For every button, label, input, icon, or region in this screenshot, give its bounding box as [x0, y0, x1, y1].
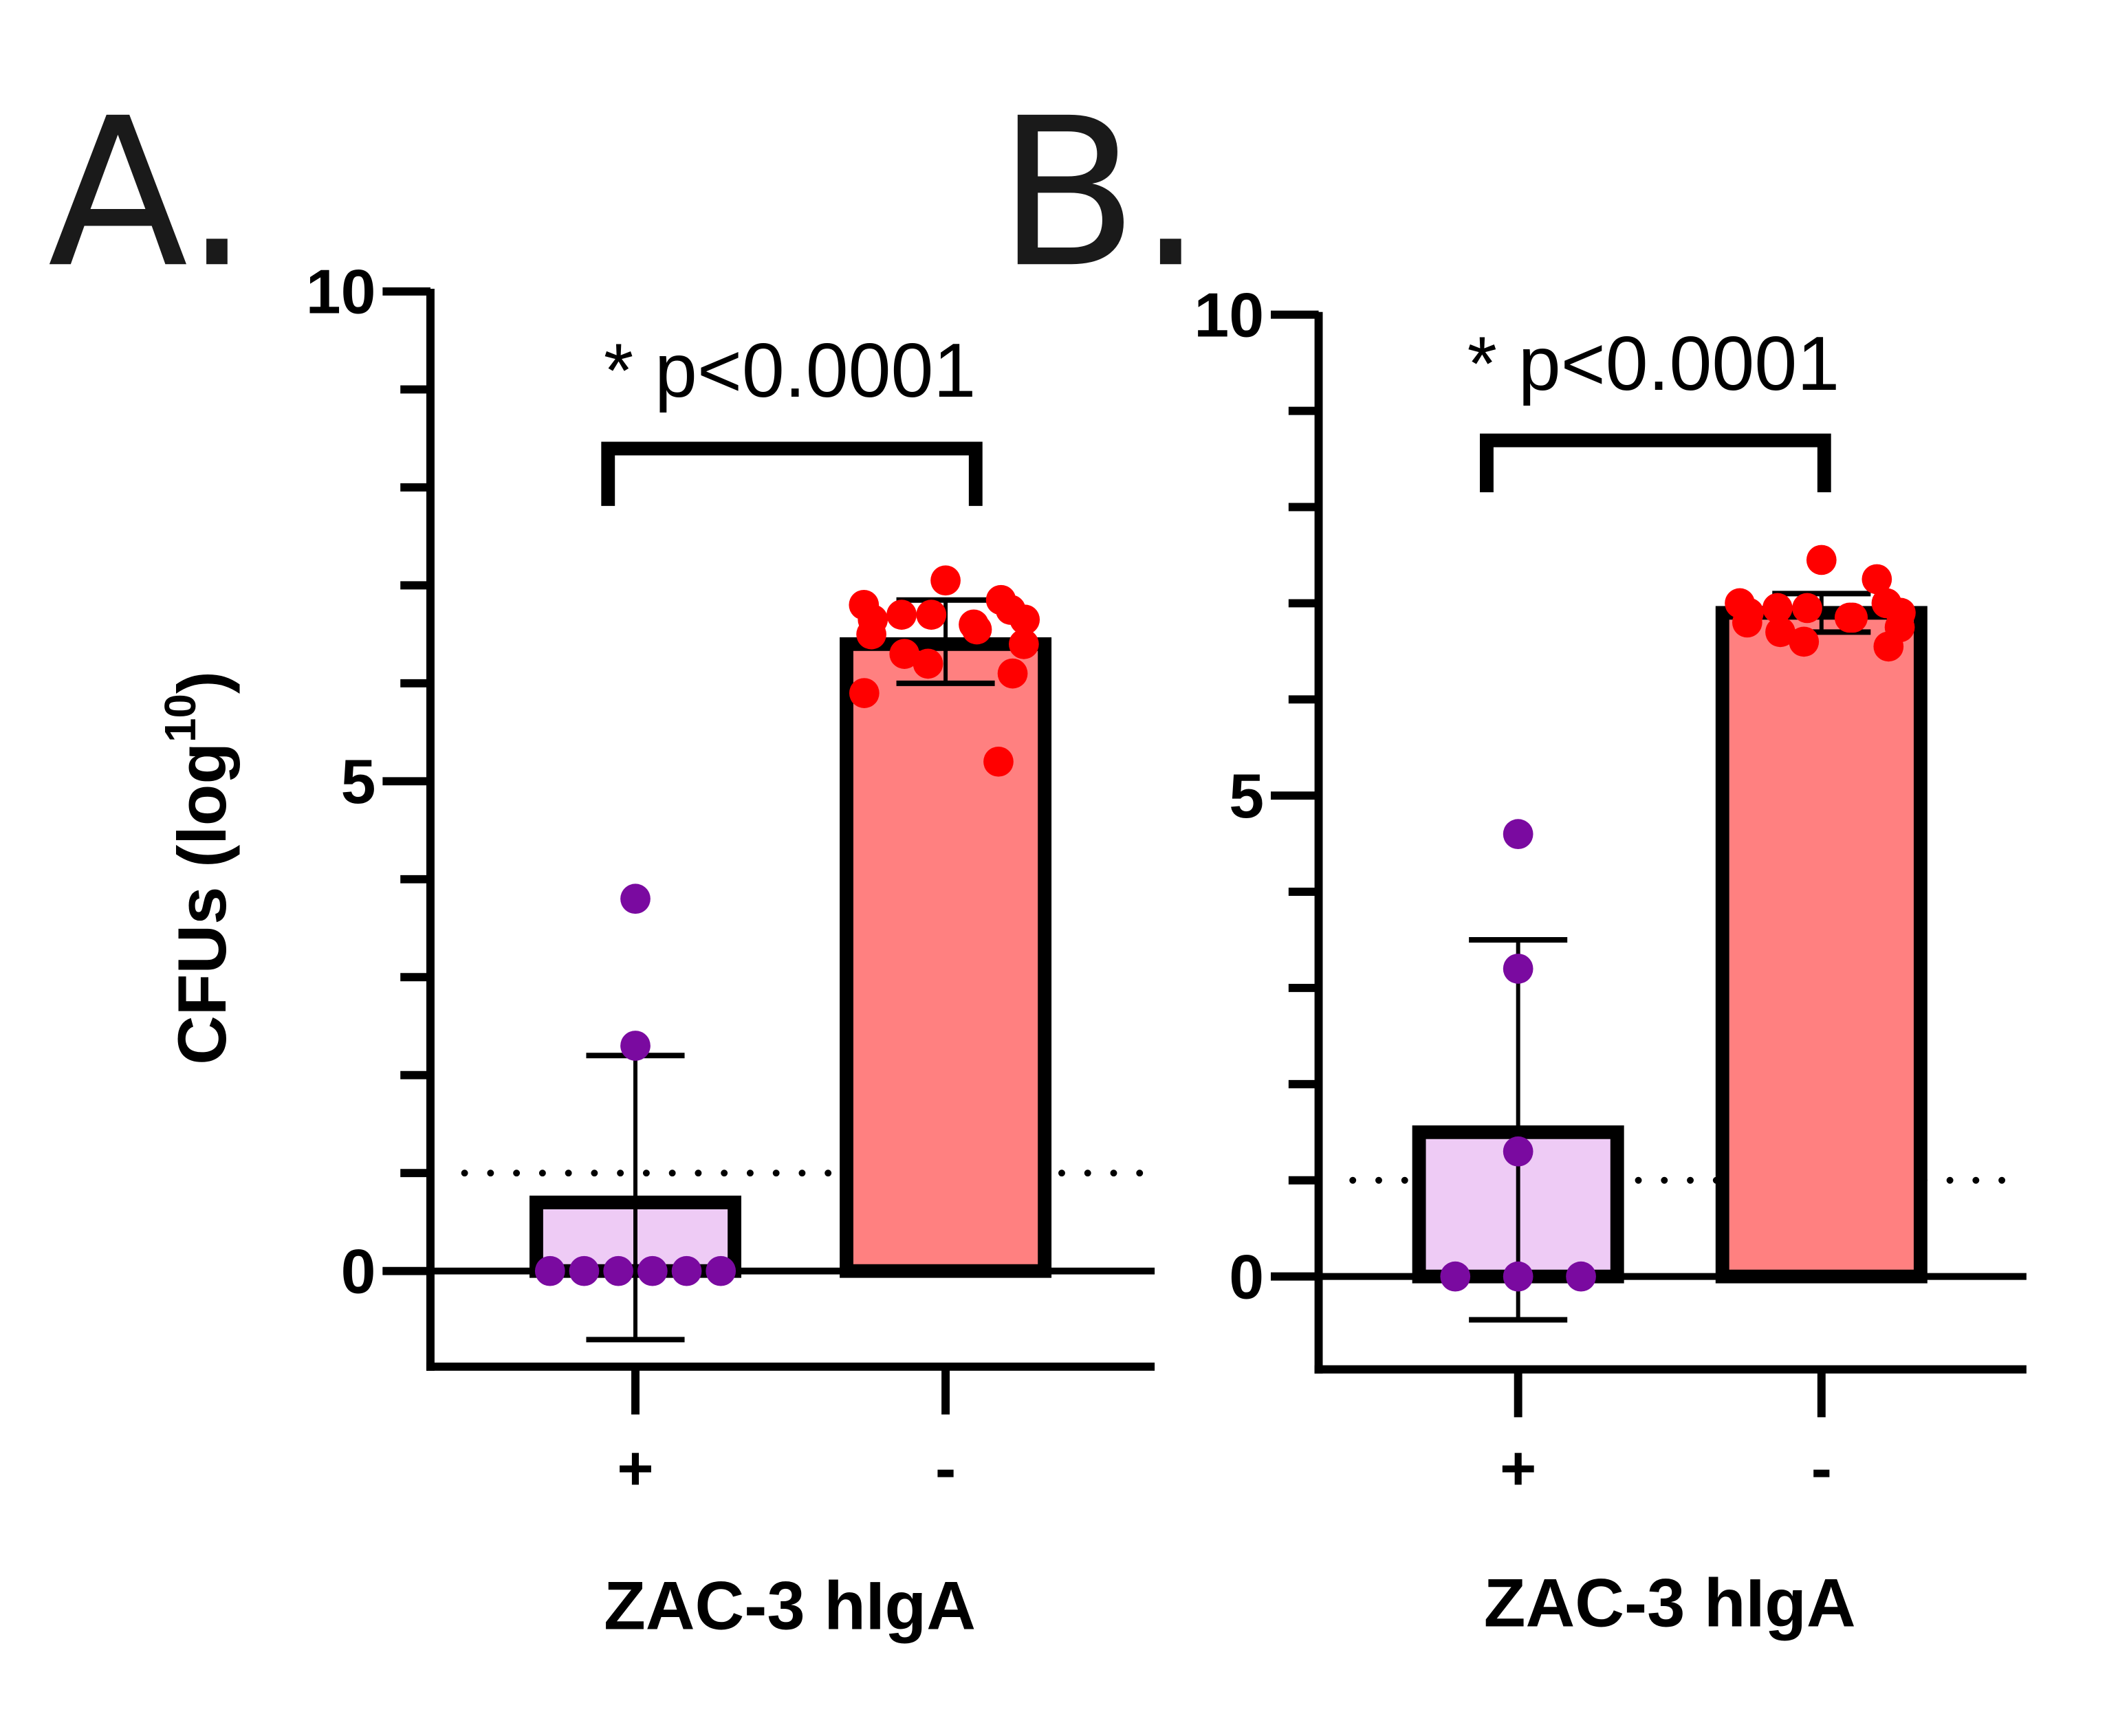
- significance-label: * p<0.0001: [1467, 320, 1839, 406]
- data-point: [1806, 545, 1837, 575]
- data-point: [706, 1255, 736, 1286]
- data-point: [983, 746, 1014, 777]
- data-point: [1837, 602, 1868, 633]
- data-point: [603, 1255, 634, 1286]
- data-point: [849, 678, 880, 708]
- data-point: [534, 1255, 565, 1286]
- y-axis-title-text: CFUs (log: [164, 743, 241, 1065]
- data-point: [997, 658, 1028, 689]
- bar-minus: [1715, 606, 1928, 1284]
- bar-minus: [840, 637, 1052, 1278]
- panel-letter-b: B.: [998, 74, 1203, 313]
- data-point: [916, 600, 947, 630]
- svg-text:CFUs (log10): CFUs (log10): [156, 671, 241, 1065]
- data-point: [1862, 564, 1892, 595]
- y-tick-label: 10: [1194, 281, 1264, 351]
- y-axis-title-sup: 10: [156, 694, 205, 743]
- y-tick-label: 0: [341, 1236, 376, 1306]
- y-tick-label: 5: [341, 747, 376, 817]
- x-tick-label: -: [935, 1433, 956, 1504]
- data-point: [620, 1031, 651, 1061]
- panel-letter-a: A.: [48, 74, 250, 313]
- significance-bracket: [601, 441, 983, 506]
- data-point: [620, 883, 651, 914]
- data-point: [1792, 593, 1822, 624]
- data-point: [930, 565, 961, 596]
- data-point: [1503, 1136, 1533, 1167]
- data-point: [1503, 1261, 1533, 1292]
- x-tick-label: -: [1811, 1433, 1832, 1504]
- data-point: [1873, 631, 1904, 662]
- data-point: [1789, 626, 1820, 657]
- data-point: [1503, 819, 1533, 849]
- data-point: [1765, 617, 1795, 648]
- data-point: [961, 614, 992, 645]
- data-point: [1762, 593, 1793, 624]
- x-tick-label: +: [1500, 1433, 1536, 1504]
- data-point: [637, 1255, 668, 1286]
- data-point: [886, 600, 917, 630]
- data-point: [1440, 1261, 1471, 1292]
- significance-label: * p<0.0001: [604, 327, 976, 413]
- x-tick-label: +: [617, 1433, 653, 1504]
- x-axis-title: ZAC-3 hIgA: [1484, 1565, 1856, 1641]
- y-tick-label: 5: [1229, 761, 1264, 831]
- data-point: [1566, 1261, 1596, 1292]
- y-axis-title-close: ): [164, 671, 241, 694]
- y-axis-title: CFUs (log10): [156, 671, 241, 1065]
- significance-bracket: [1480, 433, 1831, 493]
- data-point: [569, 1255, 600, 1286]
- x-axis-title: ZAC-3 hIgA: [604, 1568, 976, 1644]
- data-point: [671, 1255, 702, 1286]
- data-point: [1732, 607, 1762, 638]
- data-point: [913, 648, 943, 679]
- y-tick-label: 10: [306, 257, 376, 327]
- y-tick-label: 0: [1229, 1242, 1264, 1312]
- data-point: [1008, 628, 1039, 659]
- data-point: [889, 639, 920, 669]
- data-point: [1503, 954, 1533, 984]
- panel-b: B. 0 5 10 + - * p<0.0001 ZAC-3 hIgA: [998, 74, 2030, 1641]
- data-point: [856, 619, 886, 650]
- data-point: [1009, 604, 1040, 635]
